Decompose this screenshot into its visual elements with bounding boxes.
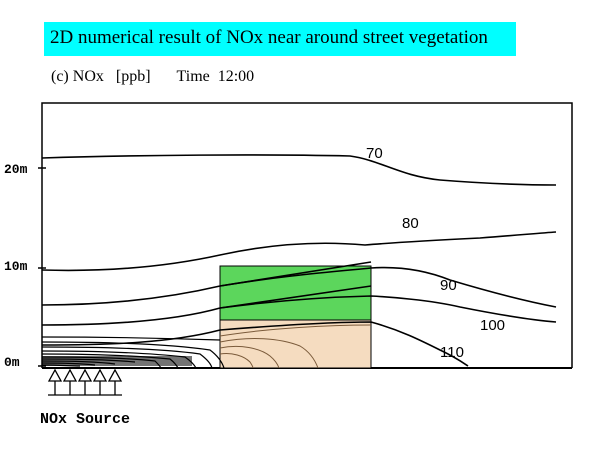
contour-110 xyxy=(41,321,469,367)
source-arrow-icon xyxy=(77,368,93,395)
contour-label-110: 110 xyxy=(440,344,464,361)
source-arrows xyxy=(47,368,123,395)
plot-frame xyxy=(41,102,573,368)
contour-veg-upper xyxy=(219,261,372,287)
title-banner: 2D numerical result of NOx near around s… xyxy=(44,22,516,56)
contour-ground-3 xyxy=(219,345,280,369)
time-label: Time xyxy=(176,68,210,85)
panel-label: (c) NOx xyxy=(51,68,104,85)
unit-label: [ppb] xyxy=(115,68,151,85)
contour-label-80: 80 xyxy=(402,215,419,232)
source-arrow-icon xyxy=(107,368,123,395)
plot-subtitle: (c) NOx [ppb] Time 12:00 xyxy=(51,68,254,86)
y-tick-label-20m: 20m xyxy=(4,162,28,177)
contour-100 xyxy=(41,295,557,326)
contour-90 xyxy=(41,266,557,308)
contour-label-90: 90 xyxy=(440,277,457,294)
contour-label-70: 70 xyxy=(366,145,383,162)
page-title: 2D numerical result of NOx near around s… xyxy=(50,27,488,48)
contour-ground-1 xyxy=(219,324,372,337)
contour-80 xyxy=(41,231,557,272)
contour-70 xyxy=(41,154,557,186)
time-value: 12:00 xyxy=(217,68,255,85)
source-arrow-icon xyxy=(47,368,63,395)
contour-label-100: 100 xyxy=(480,317,505,334)
contour-ground-4 xyxy=(219,353,254,369)
source-arrow-icon xyxy=(62,368,78,395)
source-concentration-band xyxy=(42,356,192,366)
y-tick-label-0m: 0m xyxy=(4,355,20,370)
y-tick-label-10m: 10m xyxy=(4,259,28,274)
source-label: NOx Source xyxy=(40,411,130,428)
contour-ground-2 xyxy=(219,338,319,369)
source-arrow-icon xyxy=(92,368,108,395)
contour-veg-lower xyxy=(219,285,372,309)
